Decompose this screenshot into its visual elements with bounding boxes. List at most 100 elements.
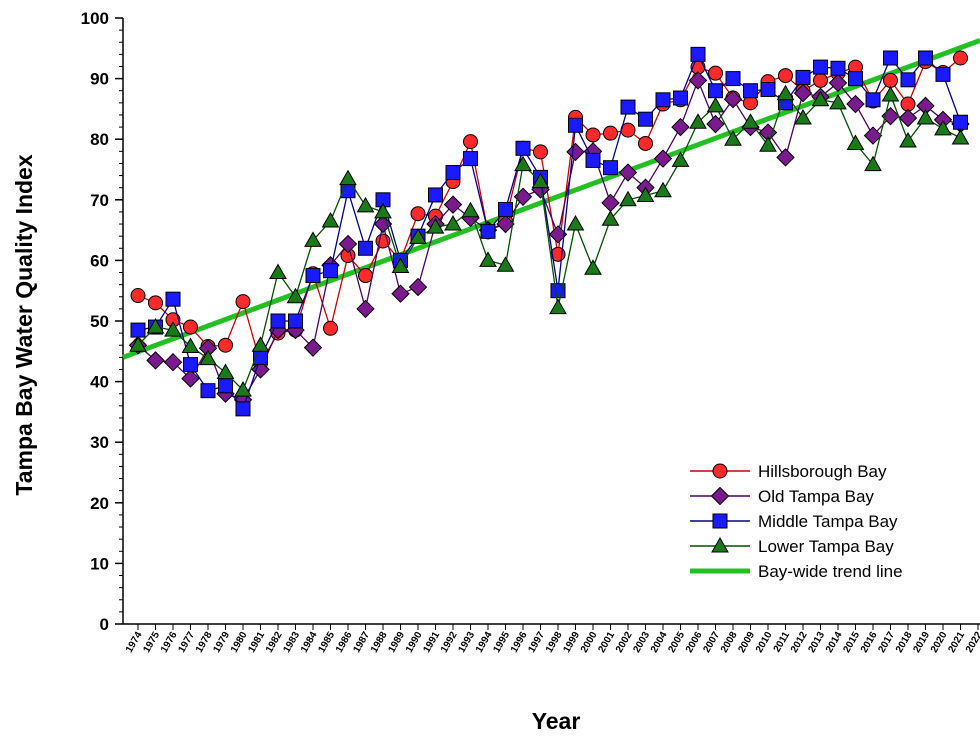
data-point bbox=[584, 259, 602, 275]
x-tick-label: 2014 bbox=[824, 630, 845, 655]
data-point bbox=[723, 89, 743, 109]
data-point bbox=[953, 114, 968, 130]
data-point bbox=[900, 72, 916, 88]
y-tick-label: 90 bbox=[90, 70, 109, 89]
data-point bbox=[934, 119, 952, 136]
x-tick-label: 1982 bbox=[264, 630, 285, 655]
data-point bbox=[549, 298, 567, 315]
data-point bbox=[146, 318, 165, 334]
y-tick-label: 100 bbox=[81, 9, 109, 28]
data-point bbox=[883, 50, 898, 66]
data-point bbox=[898, 108, 918, 128]
data-point bbox=[183, 319, 198, 335]
x-tick-label: 2001 bbox=[596, 630, 617, 655]
data-point bbox=[828, 73, 848, 93]
data-point bbox=[654, 181, 672, 198]
x-tick-label: 1985 bbox=[316, 630, 337, 655]
data-point bbox=[463, 151, 478, 167]
x-tick-label: 2011 bbox=[772, 630, 793, 655]
x-tick-label: 2015 bbox=[841, 630, 862, 655]
data-point bbox=[338, 234, 358, 254]
data-point bbox=[515, 140, 531, 156]
data-point bbox=[235, 294, 251, 310]
x-tick-label: 1981 bbox=[246, 630, 267, 655]
data-point bbox=[286, 287, 305, 304]
legend-label: Bay-wide trend line bbox=[758, 562, 903, 581]
x-tick-label: 2000 bbox=[579, 630, 600, 655]
data-point bbox=[358, 240, 373, 256]
x-tick-label: 2017 bbox=[876, 630, 897, 655]
y-tick-label: 10 bbox=[90, 554, 109, 573]
x-tick-label: 1990 bbox=[404, 630, 425, 655]
data-point bbox=[794, 108, 812, 125]
data-point bbox=[444, 215, 462, 231]
data-point bbox=[130, 322, 146, 338]
data-point bbox=[620, 99, 636, 115]
legend-label: Hillsborough Bay bbox=[758, 462, 887, 481]
x-tick-label: 2005 bbox=[666, 630, 687, 655]
x-tick-label: 2016 bbox=[859, 630, 880, 655]
data-point bbox=[514, 155, 532, 172]
data-point bbox=[793, 83, 813, 103]
x-tick-label: 1987 bbox=[351, 630, 372, 655]
data-point bbox=[443, 195, 463, 214]
data-point bbox=[708, 65, 723, 81]
series-old-tampa-bay bbox=[128, 71, 970, 409]
x-tick-label: 2012 bbox=[789, 630, 810, 655]
data-point bbox=[953, 50, 968, 66]
data-point bbox=[163, 353, 183, 372]
x-tick-label: 2006 bbox=[684, 630, 705, 655]
data-point bbox=[218, 337, 233, 353]
data-point bbox=[638, 135, 653, 151]
x-axis-title: Year bbox=[532, 708, 581, 734]
data-point bbox=[129, 336, 147, 352]
data-point bbox=[428, 187, 443, 203]
data-point bbox=[480, 223, 496, 239]
data-point bbox=[218, 378, 233, 394]
data-point bbox=[618, 163, 638, 182]
trend-layer bbox=[122, 38, 980, 360]
data-point bbox=[585, 152, 601, 168]
data-point bbox=[568, 117, 583, 133]
data-point bbox=[881, 85, 900, 102]
data-point bbox=[601, 193, 620, 213]
data-point bbox=[829, 93, 847, 110]
data-point bbox=[200, 383, 216, 399]
data-point bbox=[846, 134, 865, 150]
data-point bbox=[165, 291, 181, 307]
data-point bbox=[270, 313, 286, 329]
x-tick-label: 1988 bbox=[369, 630, 390, 655]
data-point bbox=[305, 268, 321, 284]
x-tick-label: 1977 bbox=[176, 630, 197, 655]
x-tick-label: 2010 bbox=[754, 630, 775, 655]
y-tick-label: 30 bbox=[90, 433, 109, 452]
data-point bbox=[531, 172, 550, 189]
legend-marker bbox=[712, 463, 728, 479]
data-point bbox=[935, 66, 951, 82]
y-tick-label: 0 bbox=[100, 615, 109, 634]
data-point bbox=[408, 277, 428, 297]
x-tick-label: 2018 bbox=[894, 630, 915, 655]
data-point bbox=[883, 72, 898, 88]
data-point bbox=[463, 134, 478, 150]
data-point bbox=[863, 126, 883, 145]
data-point bbox=[671, 117, 690, 137]
data-point bbox=[566, 215, 585, 231]
x-tick-label: 1976 bbox=[159, 630, 180, 655]
data-point bbox=[601, 210, 620, 226]
data-point bbox=[183, 357, 198, 373]
data-point bbox=[146, 351, 165, 370]
x-tick-label: 1993 bbox=[456, 630, 477, 655]
data-point bbox=[848, 71, 863, 87]
data-point bbox=[653, 149, 673, 168]
data-point bbox=[673, 90, 688, 106]
legend: Hillsborough Bay Old Tampa Bay Middle Tamp… bbox=[690, 462, 903, 581]
axes: 0102030405060708090100197419751976197719… bbox=[81, 9, 980, 655]
x-tick-label: 1991 bbox=[421, 630, 442, 655]
data-point bbox=[619, 190, 637, 207]
x-tick-label: 1999 bbox=[561, 630, 582, 655]
x-tick-label: 2007 bbox=[701, 630, 722, 655]
series-middle-tampa-bay bbox=[130, 46, 968, 417]
data-point bbox=[638, 111, 653, 127]
